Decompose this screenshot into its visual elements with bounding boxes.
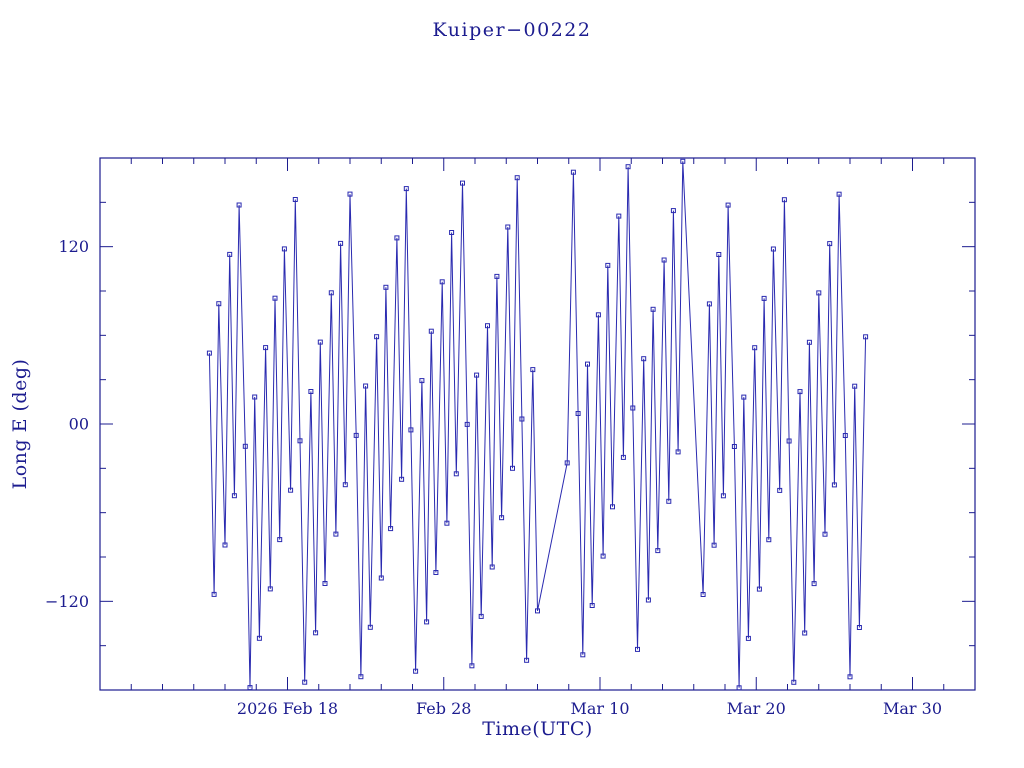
- svg-text:Feb 28: Feb 28: [416, 699, 471, 718]
- svg-text:Mar 10: Mar 10: [570, 699, 629, 718]
- svg-text:−120: −120: [45, 592, 89, 611]
- svg-text:120: 120: [58, 237, 89, 256]
- x-axis-label: Time(UTC): [482, 718, 593, 740]
- svg-text:2026 Feb 18: 2026 Feb 18: [237, 699, 338, 718]
- svg-text:00: 00: [69, 415, 89, 434]
- svg-text:Mar 20: Mar 20: [727, 699, 786, 718]
- chart-title: Kuiper−00222: [432, 19, 592, 41]
- svg-text:Mar 30: Mar 30: [883, 699, 942, 718]
